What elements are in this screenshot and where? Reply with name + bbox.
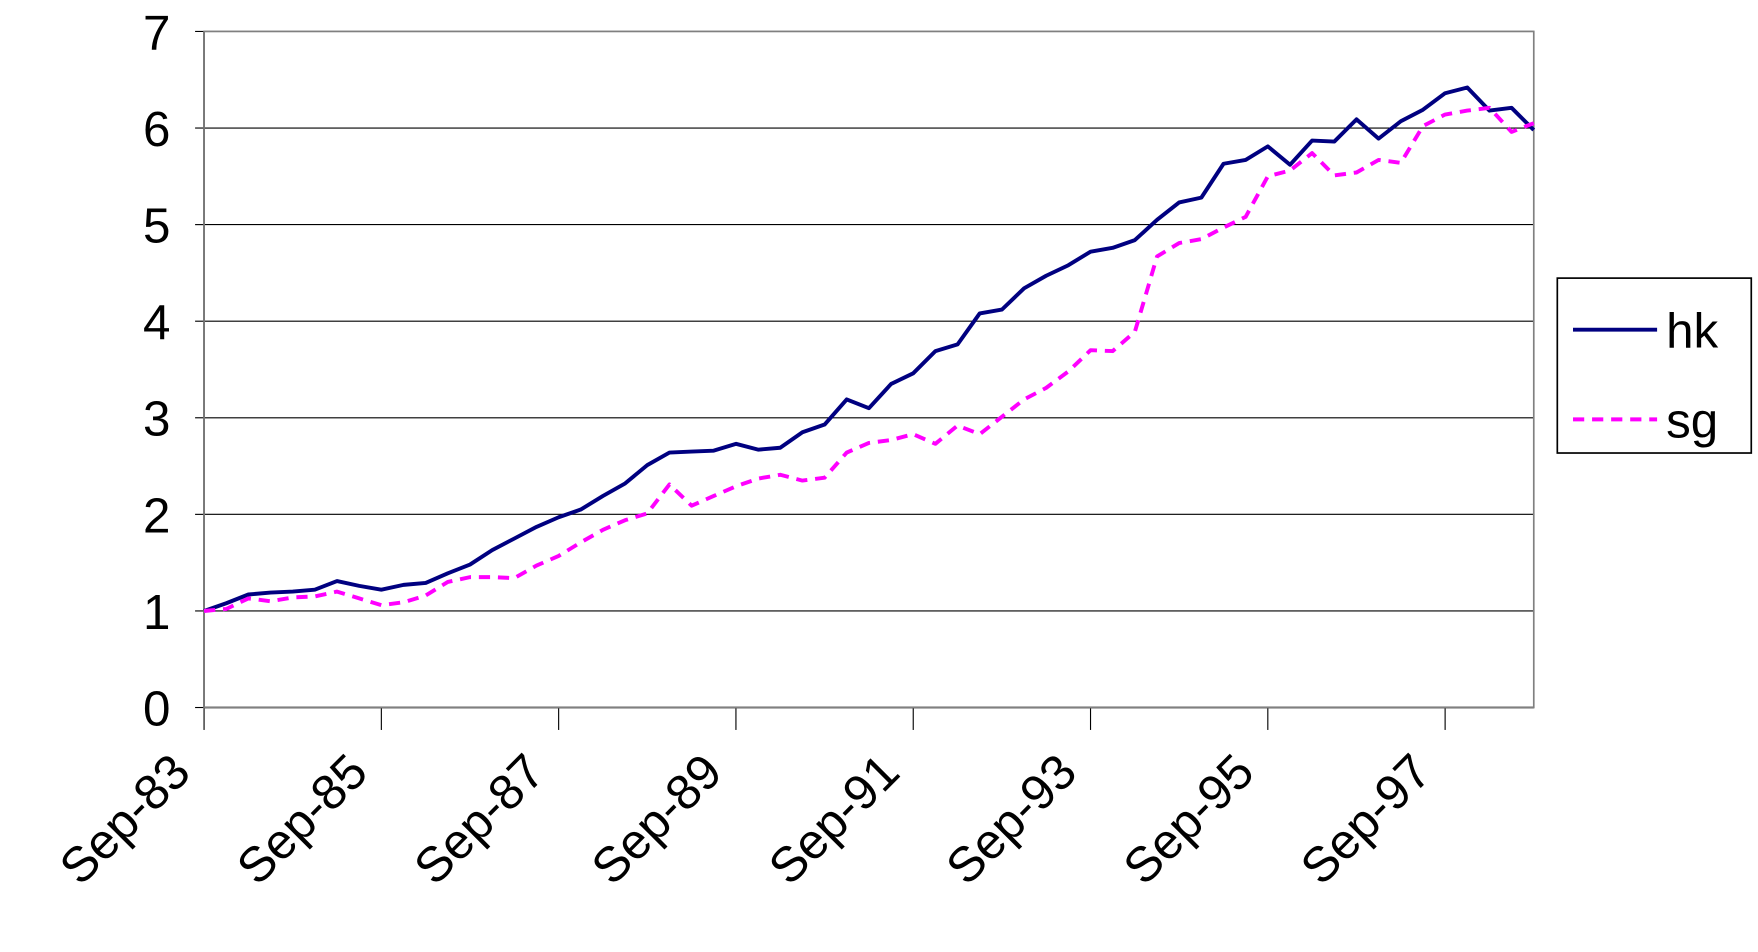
x-tick-label: Sep-93 bbox=[936, 744, 1087, 895]
y-tick-label: 3 bbox=[143, 392, 170, 447]
series bbox=[203, 85, 1536, 613]
y-tick-label: 0 bbox=[143, 681, 170, 736]
legend-label: sg bbox=[1666, 393, 1718, 448]
legend: hk sg bbox=[1556, 277, 1753, 454]
legend-label: hk bbox=[1666, 304, 1718, 359]
x-tick-label: Sep-87 bbox=[404, 744, 555, 895]
x-tick-label: Sep-91 bbox=[758, 744, 909, 895]
y-tick-label: 6 bbox=[143, 102, 170, 157]
y-tick-label: 4 bbox=[143, 295, 170, 350]
x-tick-label: Sep-95 bbox=[1113, 744, 1264, 895]
y-tick-label: 5 bbox=[143, 199, 170, 254]
x-tick-label: Sep-83 bbox=[49, 744, 200, 895]
x-tick-label: Sep-85 bbox=[227, 744, 378, 895]
series-line bbox=[203, 105, 1535, 613]
x-tick-label: Sep-97 bbox=[1290, 744, 1441, 895]
series-line bbox=[203, 85, 1536, 613]
y-tick-label: 7 bbox=[143, 5, 170, 60]
x-tick-label: Sep-89 bbox=[581, 744, 732, 895]
y-tick-label: 2 bbox=[143, 488, 170, 543]
legend-box bbox=[1556, 277, 1753, 454]
plot-frame bbox=[203, 30, 1535, 709]
y-tick-label: 1 bbox=[143, 585, 170, 640]
